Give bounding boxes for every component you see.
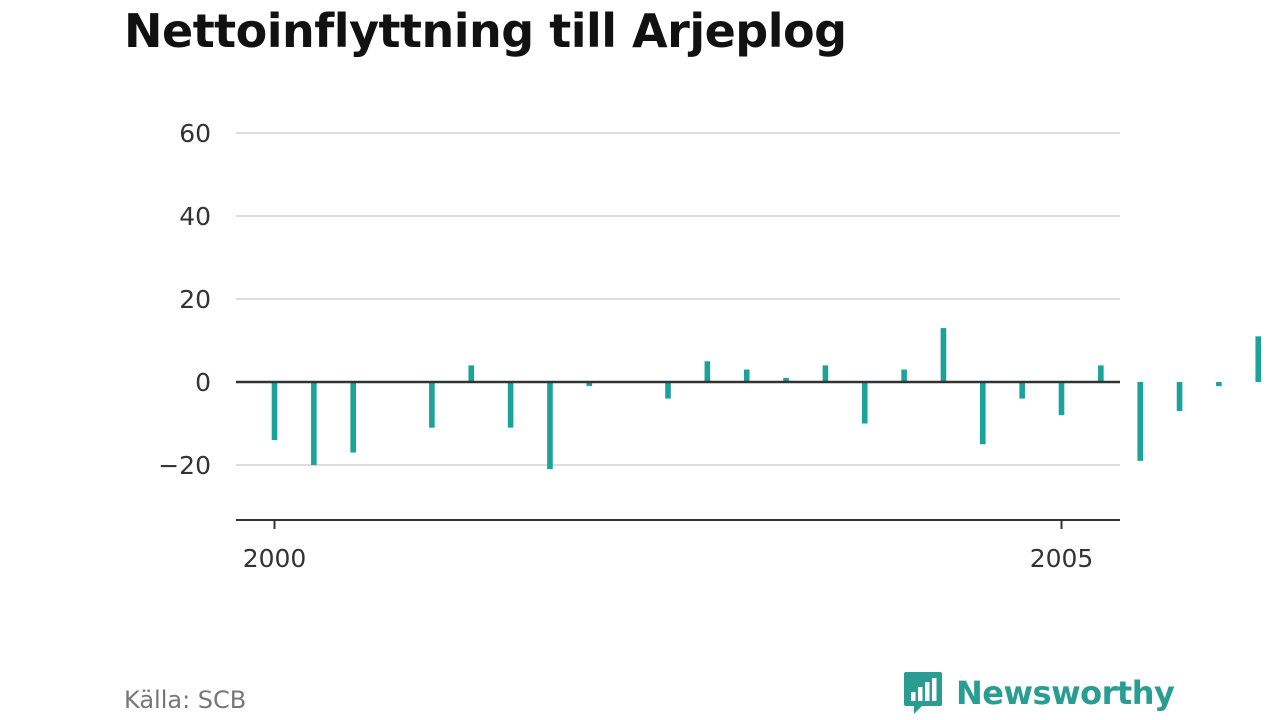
bar: [586, 382, 593, 387]
bar: [783, 377, 789, 382]
bar: [704, 361, 711, 382]
y-tick-label: 60: [179, 119, 211, 148]
bar: [507, 382, 514, 428]
bar: [743, 369, 750, 382]
bar: [980, 382, 986, 445]
bar: [901, 369, 907, 382]
bar: [665, 382, 671, 399]
bar: [1255, 336, 1262, 382]
bar: [547, 382, 553, 470]
x-axis-ticks: 200020052010201520202025: [243, 520, 1094, 573]
source-note: Källa: SCB: [124, 686, 247, 714]
bar: [1216, 382, 1222, 387]
bar: [429, 382, 435, 428]
bar: [940, 328, 947, 382]
bar: [468, 365, 475, 382]
bar: [1176, 382, 1183, 412]
chart-title: Nettoinflyttning till Arjeplog: [124, 4, 847, 58]
brand-logo[interactable]: Newsworthy: [902, 670, 1175, 716]
gridlines: [236, 132, 1120, 466]
bar: [861, 382, 868, 424]
bar: [311, 382, 317, 465]
bar: [350, 382, 356, 453]
bars: [271, 328, 1262, 470]
newsworthy-logo-icon: [904, 672, 942, 714]
axes: [236, 380, 1120, 521]
bar: [1058, 382, 1065, 416]
x-tick-label: 2005: [1030, 544, 1094, 573]
bar: [1098, 365, 1104, 382]
y-tick-label: 20: [179, 285, 211, 314]
y-tick-label: 0: [195, 368, 211, 397]
y-tick-label: 40: [179, 202, 211, 231]
x-tick-label: 2000: [243, 544, 307, 573]
y-axis-tick-labels: 60 40 20 0 −20: [158, 119, 211, 480]
bar: [1137, 382, 1143, 461]
brand-name: Newsworthy: [956, 674, 1175, 712]
bar: [822, 365, 829, 382]
bar: [271, 382, 278, 441]
bar: [1019, 382, 1025, 399]
y-tick-label: −20: [158, 451, 211, 480]
